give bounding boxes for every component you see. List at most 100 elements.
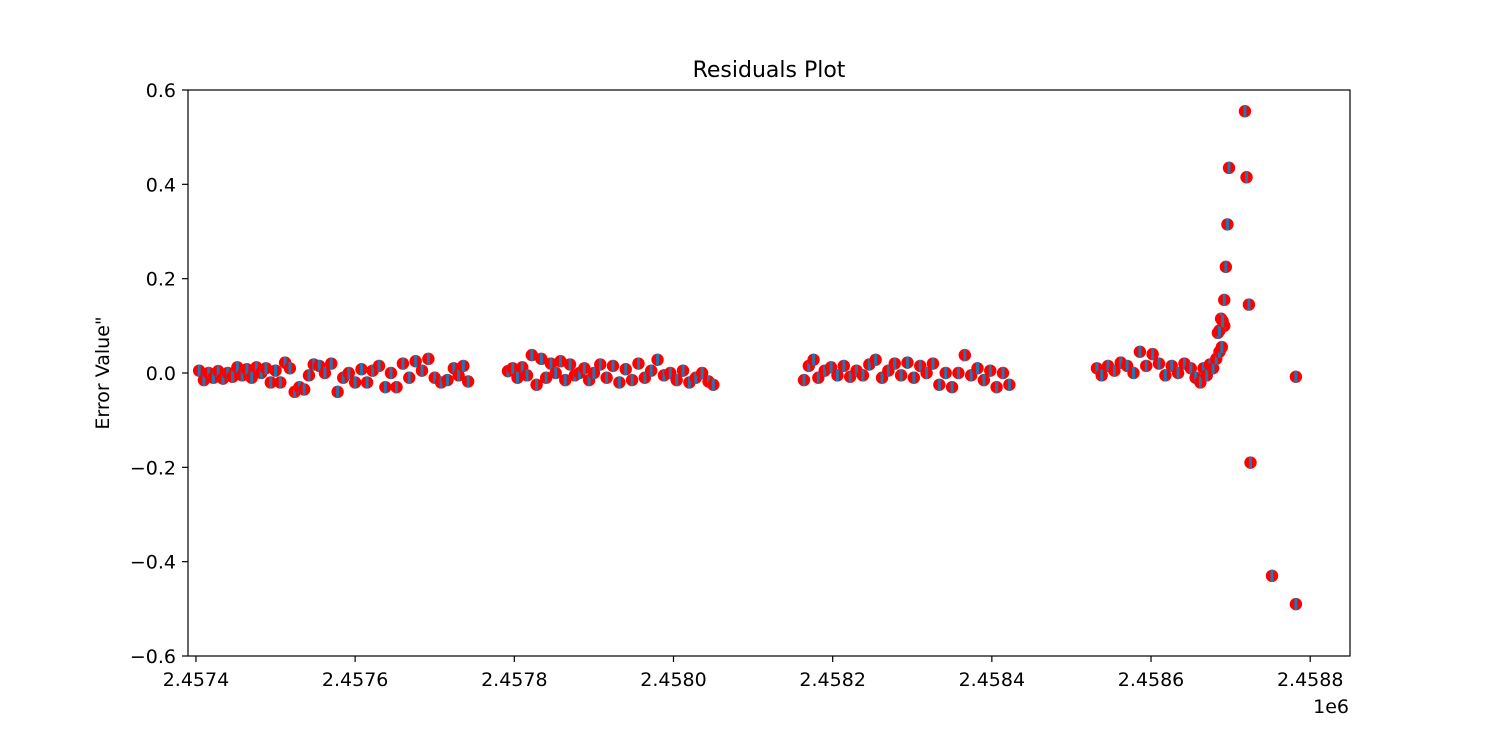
data-point — [452, 369, 465, 382]
data-point — [613, 376, 626, 389]
data-point — [384, 366, 398, 380]
data-point — [1171, 366, 1185, 380]
data-point — [506, 362, 519, 375]
data-point — [578, 362, 591, 375]
data-point — [379, 380, 392, 394]
y-tick-label: 0.0 — [146, 363, 176, 385]
data-point — [625, 373, 639, 387]
data-point — [409, 355, 422, 368]
data-point — [670, 373, 683, 387]
data-point — [587, 366, 601, 380]
x-tick-label: 2.4580 — [640, 669, 706, 691]
y-tick-label: 0.6 — [146, 80, 176, 102]
data-point — [415, 364, 429, 377]
data-point — [831, 369, 844, 382]
data-point — [331, 385, 344, 399]
data-point — [1140, 359, 1153, 373]
data-point — [457, 359, 470, 373]
data-point — [1240, 171, 1253, 184]
x-tick-label: 2.4576 — [322, 669, 388, 691]
data-point — [907, 371, 921, 384]
data-point — [869, 353, 882, 366]
data-point — [1133, 345, 1147, 358]
data-point — [1242, 298, 1256, 311]
y-tick-label: 0.2 — [146, 269, 176, 291]
data-point — [837, 359, 851, 373]
data-point — [554, 355, 567, 368]
x-axis: 2.4574 2.4576 2.4578 2.4580 2.4582 2.4584 2.45… — [163, 656, 1343, 691]
x-tick-label: 2.4574 — [163, 669, 229, 691]
data-point — [990, 380, 1003, 394]
data-point — [1238, 105, 1252, 118]
data-point — [1127, 366, 1140, 380]
data-point — [264, 376, 277, 389]
y-axis-label: Error Value" — [92, 316, 114, 429]
data-point — [920, 366, 933, 380]
data-point — [396, 357, 410, 370]
data-point — [1095, 369, 1108, 382]
data-point — [619, 363, 632, 376]
data-point — [971, 362, 984, 375]
data-point — [707, 378, 720, 391]
data-point — [422, 352, 435, 366]
data-point — [1215, 340, 1229, 354]
y-tick-label: −0.2 — [130, 457, 176, 479]
data-point — [535, 352, 548, 366]
data-point — [894, 369, 908, 382]
data-point — [1244, 456, 1257, 469]
chart-title: Residuals Plot — [693, 58, 846, 83]
data-point — [318, 366, 332, 380]
data-point — [939, 366, 952, 380]
data-point — [1222, 161, 1236, 175]
plot-points — [192, 105, 1303, 611]
data-point — [342, 366, 355, 380]
x-tick-label: 2.4582 — [799, 669, 865, 691]
data-point — [1289, 597, 1303, 611]
data-point — [559, 373, 572, 387]
data-point — [530, 378, 543, 391]
data-point — [600, 371, 613, 384]
data-point — [302, 369, 316, 382]
data-point — [539, 371, 553, 384]
data-point — [192, 364, 206, 377]
data-point — [441, 373, 454, 387]
data-point — [651, 353, 664, 366]
data-point — [901, 356, 914, 369]
data-point — [403, 371, 416, 384]
data-point — [1184, 362, 1198, 375]
data-point — [1003, 378, 1016, 391]
data-point — [269, 364, 282, 377]
data-point — [1289, 370, 1303, 383]
data-point — [355, 363, 368, 376]
data-point — [996, 366, 1010, 380]
data-point — [298, 383, 311, 396]
data-point — [645, 364, 658, 377]
x-tick-label: 2.4578 — [481, 669, 547, 691]
y-axis: −0.6 −0.4 −0.2 0.0 0.2 0.4 0.6 — [130, 80, 188, 668]
data-point — [952, 366, 965, 380]
data-point — [1221, 218, 1234, 231]
data-point — [525, 348, 539, 362]
x-tick-label: 2.4586 — [1118, 669, 1184, 691]
x-tick-label: 2.4584 — [959, 669, 1025, 691]
data-point — [461, 375, 475, 388]
data-point — [259, 362, 273, 375]
x-axis-offset-label: 1e6 — [1313, 696, 1349, 718]
data-point — [390, 380, 403, 394]
data-point — [807, 353, 820, 366]
data-point — [372, 359, 386, 373]
data-point — [1216, 314, 1229, 328]
data-point — [958, 348, 971, 362]
data-point — [549, 366, 562, 380]
data-point — [984, 364, 997, 377]
data-point — [520, 369, 534, 382]
data-point — [606, 359, 620, 373]
data-point — [856, 369, 870, 382]
data-point — [1146, 347, 1159, 361]
x-tick-label: 2.4588 — [1277, 669, 1343, 691]
data-point — [1265, 569, 1279, 583]
data-point — [594, 358, 607, 371]
data-point — [325, 357, 338, 370]
data-point — [676, 364, 690, 377]
